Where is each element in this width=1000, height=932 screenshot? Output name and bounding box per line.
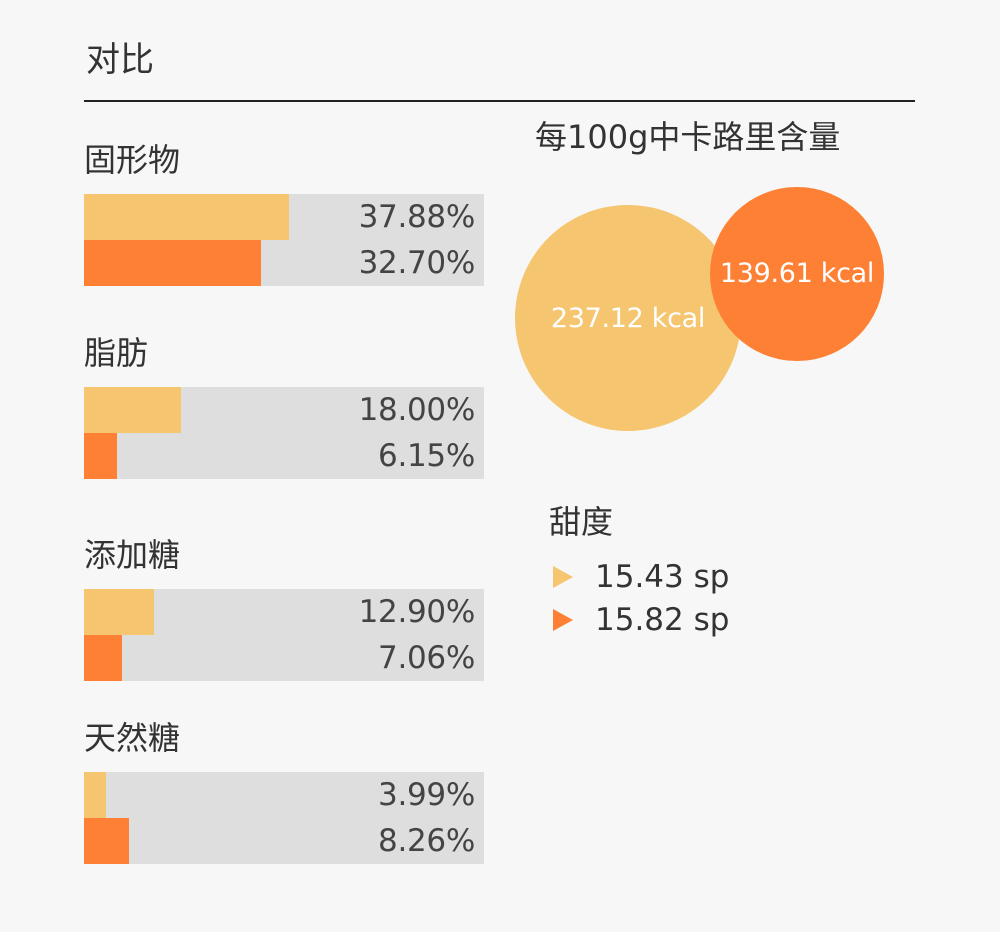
- bar-group-label: 天然糖: [84, 719, 181, 757]
- bar-group: 固形物 37.88% 32.70%: [84, 144, 484, 286]
- bar-value-label: 32.70%: [358, 245, 476, 281]
- bar-value-label: 3.99%: [378, 777, 475, 813]
- bar-series-b: [84, 240, 261, 286]
- triangle-marker-icon: [553, 566, 573, 588]
- bar-series-b: [84, 818, 129, 864]
- sweetness-item: 15.82 sp: [553, 600, 729, 640]
- sweetness-value: 15.43 sp: [595, 559, 730, 595]
- bubble-series-a: 237.12 kcal: [515, 205, 741, 431]
- bar-value-label: 12.90%: [358, 594, 476, 630]
- bubble-series-b: 139.61 kcal: [710, 187, 884, 361]
- bubble-value-label: 237.12 kcal: [550, 302, 706, 334]
- bar-track: 3.99% 8.26%: [84, 772, 484, 864]
- bar-series-a: [84, 387, 181, 433]
- page-title: 对比: [86, 40, 154, 80]
- bar-series-b: [84, 433, 117, 479]
- bar-track: 18.00% 6.15%: [84, 387, 484, 479]
- title-divider: [84, 100, 915, 102]
- bar-value-label: 37.88%: [358, 199, 476, 235]
- sweetness-item: 15.43 sp: [553, 557, 729, 597]
- bar-group-label: 添加糖: [84, 536, 181, 574]
- sweetness-value: 15.82 sp: [595, 602, 730, 638]
- bar-value-label: 8.26%: [378, 823, 475, 859]
- bar-group-label: 固形物: [84, 141, 181, 179]
- bar-value-label: 18.00%: [358, 392, 476, 428]
- bar-group: 天然糖 3.99% 8.26%: [84, 722, 484, 864]
- bar-series-a: [84, 194, 289, 240]
- bar-series-a: [84, 589, 154, 635]
- bar-group: 脂肪 18.00% 6.15%: [84, 337, 484, 479]
- bar-group-label: 脂肪: [84, 334, 149, 372]
- bar-series-a: [84, 772, 106, 818]
- bar-value-label: 6.15%: [378, 438, 475, 474]
- bubble-chart-title: 每100g中卡路里含量: [535, 118, 841, 156]
- bubble-value-label: 139.61 kcal: [719, 258, 875, 290]
- sweetness-title: 甜度: [549, 503, 614, 541]
- bar-track: 37.88% 32.70%: [84, 194, 484, 286]
- bar-value-label: 7.06%: [378, 640, 475, 676]
- bar-track: 12.90% 7.06%: [84, 589, 484, 681]
- triangle-marker-icon: [553, 609, 573, 631]
- bar-group: 添加糖 12.90% 7.06%: [84, 539, 484, 681]
- bar-series-b: [84, 635, 122, 681]
